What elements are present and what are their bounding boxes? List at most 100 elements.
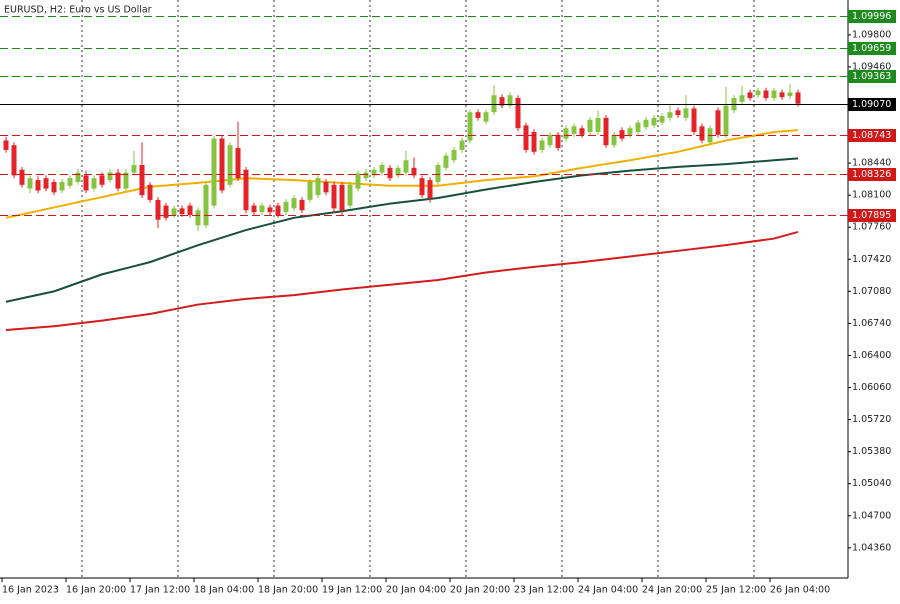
price-level-label: 1.08326: [852, 169, 891, 180]
candle-body: [331, 184, 337, 209]
candle-body: [675, 110, 681, 116]
candle-body: [43, 178, 49, 189]
candle-body: [603, 117, 609, 146]
y-tick-label: 1.07760: [852, 222, 891, 233]
candle-body: [435, 165, 441, 182]
candle-body: [539, 140, 545, 150]
candle-body: [643, 119, 649, 128]
price-level-label: 1.09363: [852, 71, 891, 82]
candle-body: [419, 178, 425, 196]
candle-body: [499, 97, 505, 106]
candle-body: [203, 184, 209, 226]
candle-body: [651, 117, 657, 126]
candle-body: [619, 130, 625, 139]
price-level-label: 1.09659: [852, 43, 891, 54]
candle-body: [747, 92, 753, 99]
moving-average: [5, 157, 799, 303]
candle-body: [459, 140, 465, 150]
candle-body: [699, 126, 705, 141]
candle-body: [771, 90, 777, 99]
candle-body: [179, 208, 185, 215]
candle-body: [187, 205, 193, 215]
candle-body: [323, 181, 329, 193]
price-level-box: [848, 98, 896, 111]
candle-body: [139, 165, 145, 196]
candle-body: [667, 112, 673, 118]
candle-body: [379, 165, 385, 173]
candle-body: [35, 180, 41, 191]
price-level-label: 1.07895: [852, 210, 891, 221]
candle-body: [611, 134, 617, 146]
candle-body: [123, 172, 129, 189]
candle-body: [467, 112, 473, 141]
candle-body: [403, 160, 409, 173]
y-tick-label: 1.07080: [852, 286, 891, 297]
price-level-box: [848, 10, 896, 23]
candle-body: [3, 140, 9, 150]
candle-body: [763, 90, 769, 99]
candle-body: [515, 98, 521, 129]
candle-body: [355, 173, 361, 189]
candle-body: [27, 178, 33, 189]
y-tick-label: 1.08440: [852, 158, 891, 169]
y-tick-label: 1.04360: [852, 542, 891, 553]
x-tick-label: 25 Jan 12:00: [706, 585, 766, 596]
x-tick-label: 26 Jan 04:00: [770, 585, 830, 596]
candle-body: [195, 210, 201, 226]
candle-body: [451, 149, 457, 161]
candle-body: [347, 184, 353, 206]
y-tick-label: 1.08100: [852, 190, 891, 201]
candle-body: [627, 128, 633, 135]
candle-body: [171, 208, 177, 215]
candle-body: [595, 117, 601, 133]
candle-body: [155, 199, 161, 220]
candle-body: [691, 108, 697, 133]
y-tick-label: 1.05040: [852, 478, 891, 489]
day-separators: [81, 0, 755, 578]
candle-body: [243, 169, 249, 211]
x-tick-label: 19 Jan 12:00: [322, 585, 382, 596]
candle-body: [363, 172, 369, 179]
candle-body: [51, 181, 57, 193]
price-level-box: [848, 70, 896, 83]
x-tick-label: 17 Jan 12:00: [130, 585, 190, 596]
candle-body: [387, 167, 393, 179]
candle-body: [443, 155, 449, 168]
y-tick-label: 1.04700: [852, 510, 891, 521]
candle-body: [427, 180, 433, 199]
x-tick-label: 18 Jan 04:00: [194, 585, 254, 596]
candle-body: [219, 138, 225, 191]
candle-body: [507, 95, 513, 106]
x-tick-label: 16 Jan 20:00: [66, 585, 126, 596]
price-level-label: 1.09070: [852, 99, 891, 110]
y-tick-label: 1.05380: [852, 446, 891, 457]
candle-body: [291, 198, 297, 209]
y-tick-label: 1.09460: [852, 61, 891, 72]
candle-body: [11, 145, 17, 176]
candle-body: [163, 205, 169, 218]
candle-body: [659, 115, 665, 123]
candle-body: [371, 169, 377, 176]
candle-body: [579, 128, 585, 135]
price-level-box: [848, 168, 896, 181]
price-level-box: [848, 209, 896, 222]
x-tick-label: 16 Jan 2023: [2, 585, 59, 596]
moving-average: [5, 230, 799, 332]
candle-body: [787, 92, 793, 97]
x-tick-label: 23 Jan 12:00: [514, 585, 574, 596]
candle-body: [83, 175, 89, 191]
candle-body: [251, 205, 257, 213]
x-tick-label: 24 Jan 20:00: [642, 585, 702, 596]
candle-body: [395, 167, 401, 176]
y-tick-label: 1.09800: [852, 29, 891, 40]
candle-body: [75, 172, 81, 182]
y-tick-label: 1.06400: [852, 350, 891, 361]
y-tick-label: 1.06060: [852, 382, 891, 393]
candle-body: [267, 207, 273, 213]
candle-body: [491, 95, 497, 113]
candle-body: [547, 134, 553, 146]
candle-body: [235, 148, 241, 179]
x-tick-label: 24 Jan 04:00: [578, 585, 638, 596]
